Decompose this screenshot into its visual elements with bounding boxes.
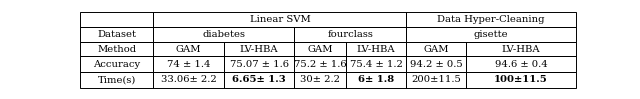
Text: 94.6 ± 0.4: 94.6 ± 0.4 bbox=[495, 60, 547, 69]
Bar bbox=[346, 56, 406, 72]
Bar bbox=[406, 27, 576, 42]
Text: fourclass: fourclass bbox=[328, 30, 373, 39]
Text: GAM: GAM bbox=[176, 45, 202, 54]
Bar bbox=[154, 12, 406, 27]
Bar bbox=[346, 72, 406, 88]
Text: LV-HBA: LV-HBA bbox=[502, 45, 540, 54]
Text: 74 ± 1.4: 74 ± 1.4 bbox=[167, 60, 211, 69]
Bar bbox=[154, 27, 294, 42]
Text: LV-HBA: LV-HBA bbox=[240, 45, 278, 54]
Text: 75.4 ± 1.2: 75.4 ± 1.2 bbox=[349, 60, 403, 69]
Bar bbox=[294, 72, 346, 88]
Bar bbox=[154, 56, 224, 72]
Bar bbox=[224, 72, 294, 88]
Text: 6± 1.8: 6± 1.8 bbox=[358, 75, 394, 84]
Bar bbox=[466, 42, 576, 56]
Bar bbox=[224, 56, 294, 72]
Bar bbox=[80, 27, 154, 42]
Bar bbox=[154, 42, 224, 56]
Text: 75.07 ± 1.6: 75.07 ± 1.6 bbox=[230, 60, 289, 69]
Text: 33.06± 2.2: 33.06± 2.2 bbox=[161, 75, 216, 84]
Text: 100±11.5: 100±11.5 bbox=[494, 75, 548, 84]
Bar bbox=[406, 42, 466, 56]
Bar bbox=[406, 12, 576, 27]
Text: 30± 2.2: 30± 2.2 bbox=[300, 75, 340, 84]
Bar bbox=[466, 56, 576, 72]
Text: Accuracy: Accuracy bbox=[93, 60, 140, 69]
Text: 94.2 ± 0.5: 94.2 ± 0.5 bbox=[410, 60, 463, 69]
Bar bbox=[80, 42, 154, 56]
Bar bbox=[346, 42, 406, 56]
Bar bbox=[294, 56, 346, 72]
Bar bbox=[224, 42, 294, 56]
Text: Dataset: Dataset bbox=[97, 30, 136, 39]
Bar bbox=[294, 42, 346, 56]
Bar bbox=[406, 56, 466, 72]
Bar bbox=[80, 12, 154, 27]
Text: Data Hyper-Cleaning: Data Hyper-Cleaning bbox=[437, 15, 545, 24]
Text: Method: Method bbox=[97, 45, 136, 54]
Text: gisette: gisette bbox=[474, 30, 509, 39]
Text: 200±11.5: 200±11.5 bbox=[411, 75, 461, 84]
Bar bbox=[406, 72, 466, 88]
Text: 75.2 ± 1.6: 75.2 ± 1.6 bbox=[294, 60, 346, 69]
Bar bbox=[294, 27, 406, 42]
Text: GAM: GAM bbox=[307, 45, 333, 54]
Text: Linear SVM: Linear SVM bbox=[250, 15, 310, 24]
Bar bbox=[80, 56, 154, 72]
Text: Time(s): Time(s) bbox=[97, 75, 136, 84]
Bar bbox=[154, 72, 224, 88]
Bar bbox=[80, 72, 154, 88]
Text: GAM: GAM bbox=[424, 45, 449, 54]
Text: LV-HBA: LV-HBA bbox=[356, 45, 396, 54]
Text: 6.65± 1.3: 6.65± 1.3 bbox=[232, 75, 286, 84]
Bar bbox=[466, 72, 576, 88]
Text: diabetes: diabetes bbox=[202, 30, 245, 39]
